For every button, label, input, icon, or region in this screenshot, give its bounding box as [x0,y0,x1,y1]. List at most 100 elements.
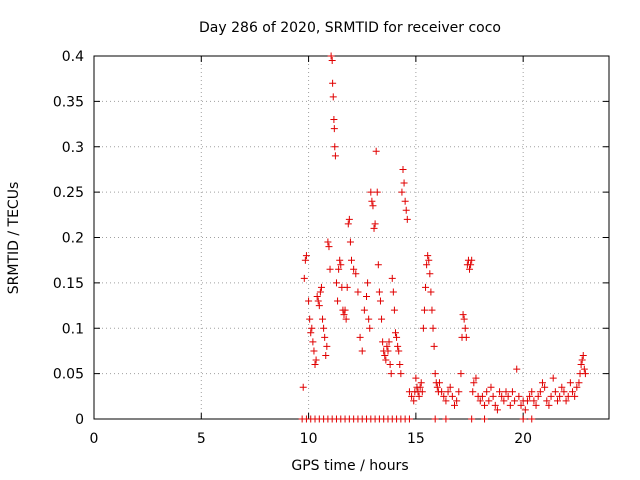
data-point-marker [545,401,553,409]
data-point-marker [530,397,538,405]
data-point-marker [384,347,392,355]
data-point-marker [307,329,315,337]
data-point-marker [309,338,317,346]
y-tick-label: 0.05 [53,367,84,383]
data-point-marker [538,379,546,387]
data-point-marker [405,415,413,423]
data-point-marker [506,401,514,409]
data-point-marker [489,392,497,400]
data-point-marker [481,415,489,423]
data-point-marker [325,243,333,251]
data-point-marker [528,415,536,423]
data-point-marker [342,315,350,323]
data-point-marker [457,370,465,378]
data-point-marker [383,342,391,350]
data-point-marker [442,415,450,423]
data-point-marker [435,379,443,387]
data-point-marker [578,356,586,364]
data-point-marker [496,388,504,396]
data-point-marker [485,397,493,405]
data-point-marker [424,252,432,260]
data-point-marker [515,392,523,400]
data-point-marker [420,306,428,314]
data-point-marker [360,306,368,314]
data-point-marker [385,338,393,346]
data-point-marker [388,274,396,282]
data-point-marker [337,261,345,269]
data-point-marker [571,392,579,400]
data-point-marker [481,401,489,409]
data-point-marker [326,265,334,273]
data-point-marker [558,383,566,391]
data-point-marker [320,324,328,332]
data-point-marker [551,388,559,396]
x-tick-label: 5 [197,431,206,447]
data-point-marker [472,374,480,382]
grid [94,56,609,419]
data-point-marker [327,52,335,60]
data-point-marker [519,415,527,423]
y-tick-label: 0.4 [62,49,84,65]
y-tick-label: 0.35 [53,94,84,110]
data-point-marker [344,220,352,228]
y-axis-ticks: 0 0.05 0.1 0.15 0.2 0.25 0.3 0.35 0.4 [53,49,609,428]
data-point-marker [513,365,521,373]
data-point-marker [580,365,588,373]
data-point-marker [549,374,557,382]
data-point-marker [324,238,332,246]
data-point-marker [312,356,320,364]
data-point-marker [330,125,338,133]
data-point-marker [367,188,375,196]
data-point-marker [461,324,469,332]
data-point-marker [536,388,544,396]
data-point-marker [390,306,398,314]
data-point-marker [350,265,358,273]
data-point-marker [444,388,452,396]
data-point-marker [352,270,360,278]
data-point-marker [308,324,316,332]
data-point-marker [300,274,308,282]
data-point-marker [455,388,463,396]
x-axis-ticks: 0 5 10 15 20 [90,56,532,447]
data-point-marker [560,388,568,396]
data-point-marker [476,397,484,405]
data-point-marker [373,188,381,196]
data-point-marker [394,342,402,350]
data-point-marker [354,288,362,296]
data-point-marker [448,392,456,400]
data-point-marker [431,370,439,378]
data-point-marker [579,351,587,359]
data-point-marker [508,388,516,396]
data-point-marker [498,392,506,400]
data-point-marker [462,333,470,341]
data-point-marker [381,351,389,359]
data-point-marker [319,315,327,323]
data-point-marker [371,220,379,228]
y-tick-label: 0.2 [62,231,84,247]
data-point-marker [345,215,353,223]
x-tick-label: 15 [407,431,425,447]
data-point-marker [468,415,476,423]
data-point-marker [346,238,354,246]
data-point-marker [469,388,477,396]
data-point-marker [427,288,435,296]
data-point-marker [511,397,519,405]
data-point-marker [316,288,324,296]
data-point-marker [573,383,581,391]
data-points [298,52,589,423]
data-point-marker [504,392,512,400]
data-point-marker [403,215,411,223]
data-point-marker [547,392,555,400]
data-point-marker [382,356,390,364]
y-tick-label: 0.25 [53,185,84,201]
data-point-marker [379,338,387,346]
data-point-marker [322,351,330,359]
data-point-marker [401,197,409,205]
data-point-marker [336,256,344,264]
data-point-marker [329,93,337,101]
data-point-marker [566,379,574,387]
y-tick-label: 0.1 [62,321,84,337]
data-point-marker [493,406,501,414]
data-point-marker [314,297,322,305]
